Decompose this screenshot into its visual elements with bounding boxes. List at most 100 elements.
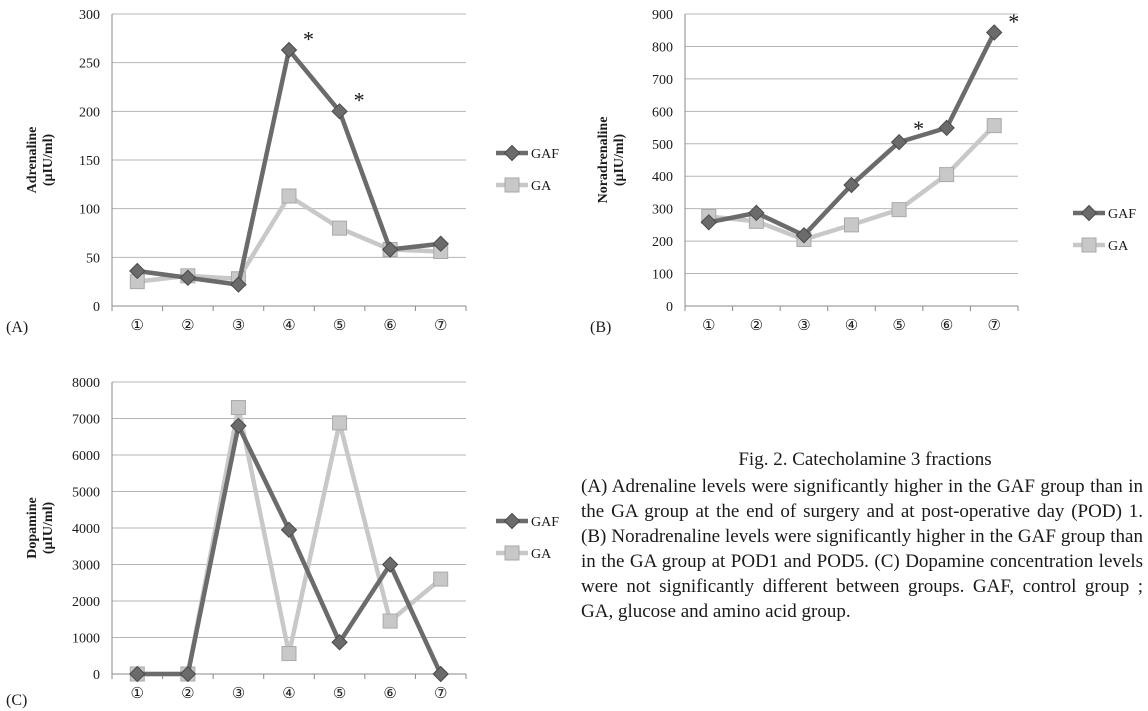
panel-label: (C)	[6, 692, 27, 709]
x-tick-label: ①	[702, 318, 715, 334]
legend-label-gaf: GAF	[1108, 207, 1136, 222]
x-tick-label: ③	[232, 686, 245, 702]
y-tick-label: 5000	[72, 486, 100, 501]
data-point-gaf	[381, 241, 399, 258]
data-point-ga	[332, 415, 348, 431]
data-point-ga	[891, 202, 907, 218]
panel-c-dopamine: 0 1000 2000 3000 4000 5000 6000 7000 8000 ① ② ③ ④ ⑤ ⑥ ⑦…	[6, 376, 559, 709]
y-axis-label: Dopamine(μIU/ml)	[25, 497, 56, 558]
data-point-gaf	[938, 119, 955, 137]
legend-marker-ga	[504, 177, 520, 193]
data-point-ga	[382, 613, 398, 629]
data-point-ga	[281, 188, 297, 204]
x-tick-label: ⑦	[434, 318, 447, 334]
legend-label-ga: GA	[531, 547, 552, 562]
y-tick-label: 0	[93, 668, 100, 683]
y-tick-label: 1000	[72, 632, 100, 647]
x-tick-label: ⑥	[940, 318, 953, 334]
data-point-gaf	[129, 665, 146, 683]
y-tick-label: 100	[652, 268, 673, 283]
legend-marker-gaf	[503, 144, 521, 162]
data-point-gaf	[432, 665, 449, 683]
x-tick-label: ①	[131, 318, 144, 334]
data-point-ga	[939, 167, 955, 183]
data-point-gaf	[432, 235, 449, 252]
data-point-ga	[281, 646, 297, 662]
data-point-ga	[332, 220, 348, 236]
y-tick-label: 3000	[72, 559, 100, 574]
y-tick-label: 400	[652, 170, 673, 185]
panel-label: (B)	[590, 319, 611, 336]
data-point-gaf	[280, 521, 298, 539]
data-point-ga	[844, 217, 859, 233]
y-tick-label: 150	[79, 154, 100, 169]
data-point-gaf	[986, 24, 1003, 41]
y-tick-label: 100	[79, 203, 100, 218]
data-point-ga	[986, 118, 1002, 134]
series-line-gaf	[708, 31, 997, 238]
data-point-gaf	[331, 634, 348, 651]
legend-marker-gaf	[1080, 204, 1098, 222]
series-line-gaf	[137, 423, 443, 677]
x-tick-label: ⑤	[892, 318, 905, 334]
x-tick-label: ①	[131, 686, 144, 702]
y-tick-label: 6000	[72, 449, 100, 464]
significance-marker: *	[913, 116, 924, 141]
data-point-gaf	[331, 103, 348, 120]
data-point-gaf	[795, 227, 813, 244]
y-tick-label: 800	[652, 40, 673, 55]
x-tick-label: ⑦	[987, 318, 1000, 334]
caption-title: Fig. 2. Catecholamine 3 fractions	[738, 449, 992, 470]
panel-label: (A)	[6, 319, 28, 336]
panel-b-noradrenaline: 0 100 200 300 400 500 600 700 800 900 ① ② ③ ④ ⑤ ⑥ ⑦ Norad…	[590, 8, 1136, 336]
y-tick-label: 0	[666, 300, 673, 315]
x-tick-label: ③	[232, 318, 245, 334]
data-point-gaf	[280, 41, 298, 59]
series-line-ga	[137, 405, 443, 677]
panel-a-adrenaline: 0 50 100 150 200 250 300 ① ② ③ ④ ⑤ ⑥ ⑦ Adrenaline(μIU/…	[6, 8, 559, 336]
significance-marker: *	[303, 26, 314, 51]
y-tick-label: 250	[79, 57, 100, 72]
x-tick-label: ④	[282, 318, 295, 334]
y-axis-label: Noradrenaline(μIU/ml)	[596, 117, 627, 204]
caption-body: (A) Adrenaline levels were significantly…	[581, 476, 1143, 622]
x-tick-label: ⑦	[434, 686, 447, 702]
y-tick-label: 600	[652, 105, 673, 120]
y-tick-label: 700	[652, 73, 673, 88]
y-tick-label: 200	[652, 235, 673, 250]
data-point-ga	[230, 400, 246, 416]
significance-marker: *	[354, 88, 365, 113]
x-tick-label: ②	[181, 318, 194, 334]
x-tick-label: ②	[181, 686, 194, 702]
legend-marker-gaf	[503, 512, 521, 530]
data-point-gaf	[381, 556, 399, 573]
y-tick-label: 50	[86, 251, 100, 266]
x-tick-label: ③	[797, 318, 810, 334]
y-tick-label: 500	[652, 138, 673, 153]
x-tick-label: ⑤	[333, 318, 346, 334]
legend-label-ga: GA	[531, 179, 552, 194]
data-point-gaf	[843, 176, 860, 194]
figure-caption: Fig. 2. Catecholamine 3 fractions (A) Ad…	[581, 447, 1143, 624]
legend-marker-ga	[504, 545, 520, 561]
x-tick-label: ⑥	[383, 686, 396, 702]
x-tick-label: ④	[845, 318, 858, 334]
x-tick-label: ②	[750, 318, 763, 334]
y-tick-label: 2000	[72, 595, 100, 610]
y-tick-label: 0	[93, 300, 100, 315]
y-tick-label: 900	[652, 8, 673, 23]
y-axis-label: Adrenaline(μIU/ml)	[25, 127, 56, 194]
y-tick-label: 8000	[72, 376, 100, 391]
data-point-gaf	[748, 204, 765, 222]
x-tick-label: ⑥	[383, 318, 396, 334]
y-tick-label: 7000	[72, 413, 100, 428]
data-point-ga	[433, 571, 449, 587]
data-point-gaf	[129, 262, 146, 280]
x-tick-label: ⑤	[333, 686, 346, 702]
data-point-gaf	[230, 417, 247, 435]
data-point-gaf	[890, 133, 908, 151]
legend-label-ga: GA	[1108, 239, 1129, 254]
y-tick-label: 300	[79, 8, 100, 23]
data-point-gaf	[179, 665, 197, 683]
